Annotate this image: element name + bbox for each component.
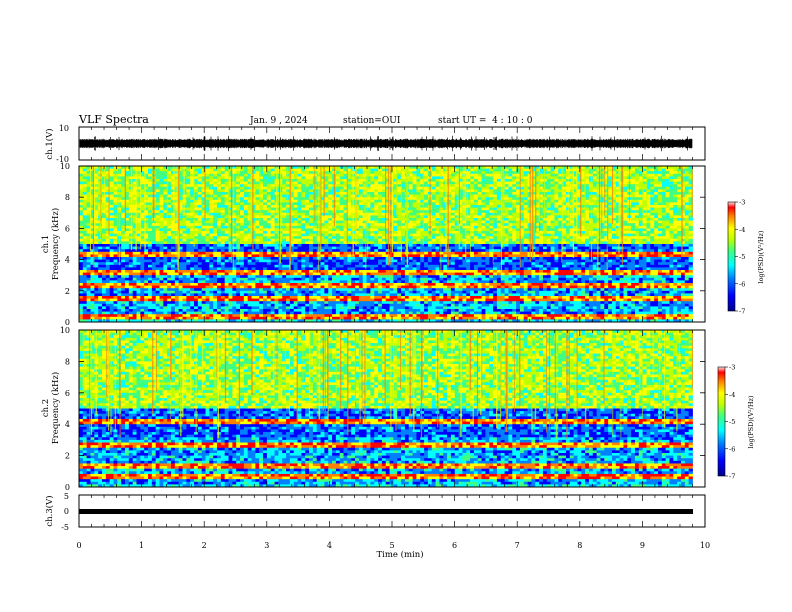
colorbar-tick-label: -7 [739, 308, 745, 316]
ch3-tick-mid: 0 [64, 507, 69, 516]
time-tick-label: 7 [515, 541, 520, 550]
colorbar-tick-label: -4 [739, 226, 745, 234]
ch2-spectrogram-image [79, 330, 693, 487]
time-tick-label: 4 [327, 541, 332, 550]
colorbar-tick-label: -5 [729, 418, 735, 426]
time-tick-label: 3 [264, 541, 269, 550]
freq-tick-label: 8 [65, 357, 70, 366]
freq-tick-label: 10 [60, 326, 70, 335]
colorbar-tick-label: -3 [739, 199, 745, 207]
ch1-colorbar-label: log(PSD)(V²/Hz) [757, 230, 765, 283]
time-tick-label: 6 [452, 541, 457, 550]
time-tick-label: 1 [139, 541, 144, 550]
colorbar-tick-label: -3 [729, 364, 735, 372]
colorbar-tick-label: -6 [729, 445, 735, 453]
time-tick-label: 2 [202, 541, 207, 550]
ch1-colorbar: -3 -4 -5 -6 -7 log(PSD)(V²/Hz) [728, 199, 765, 316]
ch3-tick-bottom: -5 [61, 523, 69, 532]
vlf-figure: VLF Spectra Jan. 9 , 2024 station=OUI st… [0, 0, 792, 612]
ch2-colorbar-label: log(PSD)(V²/Hz) [747, 395, 755, 448]
x-axis-label: Time (min) [376, 549, 423, 560]
freq-tick-label: 2 [65, 287, 70, 296]
colorbar-tick-label: -4 [729, 391, 735, 399]
figure-title: VLF Spectra [78, 113, 149, 126]
freq-tick-label: 6 [65, 389, 70, 398]
freq-tick-label: 4 [65, 420, 70, 429]
ch3-waveform-trace [79, 509, 693, 514]
ch2-spectrogram-channel-label: ch.2 [41, 399, 51, 417]
date-label: Jan. 9 , 2024 [249, 116, 308, 126]
ch1-spectrogram-ylabel: Frequency (kHz) [50, 208, 61, 280]
ch2-spectrogram-panel [79, 330, 705, 487]
freq-tick-label: 6 [65, 224, 70, 233]
freq-tick-label: 2 [65, 452, 70, 461]
freq-tick-label: 0 [65, 483, 70, 492]
ch1-spectrogram-panel [79, 166, 705, 322]
ch3-tick-top: 5 [64, 492, 69, 501]
ch1-tick-top: 10 [59, 124, 69, 133]
time-tick-label: 10 [700, 541, 710, 550]
time-tick-label: 0 [76, 541, 81, 550]
ch1-waveform-ylabel: ch.1(V) [44, 128, 55, 159]
colorbar-tick-label: -6 [739, 280, 745, 288]
time-tick-label: 5 [389, 541, 394, 550]
freq-tick-label: 8 [65, 193, 70, 202]
time-tick-label: 8 [577, 541, 582, 550]
ch2-spectrogram-ylabel: Frequency (kHz) [50, 372, 61, 444]
freq-tick-label: 10 [60, 162, 70, 171]
ch3-waveform-ylabel: ch.3(V) [44, 495, 55, 526]
ch2-colorbar: -3 -4 -5 -6 -7 log(PSD)(V²/Hz) [718, 364, 755, 481]
ch1-spectrogram-channel-label: ch.1 [41, 235, 51, 253]
colorbar-tick-label: -5 [739, 253, 745, 261]
freq-tick-label: 4 [65, 256, 70, 265]
colorbar-tick-label: -7 [729, 473, 735, 481]
ch1-spectrogram-image [79, 166, 693, 322]
start-time-label: start UT = 4 : 10 : 0 [438, 116, 533, 126]
time-tick-label: 9 [640, 541, 645, 550]
station-label: station=OUI [343, 116, 401, 126]
